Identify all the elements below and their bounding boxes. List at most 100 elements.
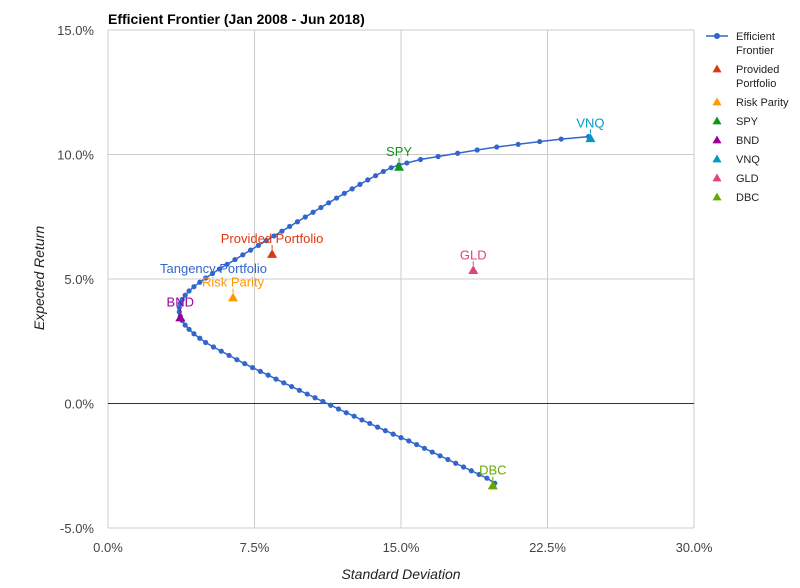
frontier-point	[279, 228, 285, 234]
frontier-point	[296, 387, 303, 393]
legend-label: SPY	[736, 116, 759, 128]
legend-marker	[712, 173, 722, 182]
legend-label: BND	[736, 135, 759, 147]
frontier-point	[468, 468, 474, 474]
x-tick-label: 30.0%	[676, 540, 713, 555]
frontier-point	[257, 368, 263, 374]
asset-marker-risk-parity	[228, 292, 239, 302]
frontier-point	[302, 214, 308, 220]
legend-label: Efficient	[736, 31, 775, 43]
frontier-point	[263, 238, 269, 244]
frontier-point	[312, 395, 318, 401]
frontier-point	[234, 357, 240, 363]
y-axis-title: Expected Return	[31, 226, 47, 330]
frontier-point	[373, 173, 379, 179]
frontier-point	[435, 153, 441, 160]
frontier-point	[186, 326, 192, 332]
frontier-point	[558, 136, 564, 142]
frontier-point	[191, 331, 197, 337]
frontier-point	[460, 464, 467, 470]
frontier-point	[182, 292, 188, 298]
frontier-point	[374, 424, 381, 430]
frontier-point	[304, 391, 310, 397]
frontier-point	[494, 144, 500, 150]
frontier-point	[414, 441, 420, 448]
asset-marker-spy	[394, 161, 405, 171]
frontier-point	[318, 204, 324, 211]
frontier-point	[335, 406, 342, 412]
frontier-point	[406, 438, 412, 444]
frontier-point	[437, 453, 443, 459]
frontier-point	[421, 445, 428, 451]
y-tick-label: 15.0%	[57, 23, 94, 38]
legend-label: DBC	[736, 192, 759, 204]
frontier-point	[289, 383, 295, 390]
asset-label: BND	[167, 295, 194, 310]
frontier-point	[294, 219, 301, 225]
frontier-point	[484, 475, 490, 481]
frontier-point	[216, 266, 222, 272]
legend-marker	[712, 135, 722, 144]
frontier-point	[455, 150, 461, 156]
x-tick-label: 22.5%	[529, 540, 566, 555]
frontier-point	[191, 284, 197, 290]
y-tick-label: 10.0%	[57, 148, 94, 163]
frontier-point	[281, 380, 287, 386]
frontier-point	[453, 460, 459, 466]
frontier-point	[210, 344, 217, 350]
frontier-point	[232, 256, 238, 263]
frontier-point	[476, 471, 482, 478]
frontier-point	[186, 288, 192, 294]
frontier-point	[382, 428, 388, 434]
frontier-point	[341, 190, 347, 196]
asset-marker-provided-portfolio	[267, 249, 278, 258]
x-tick-label: 7.5%	[240, 540, 270, 555]
legend-marker	[712, 97, 722, 106]
frontier-point	[404, 160, 410, 166]
frontier-point	[249, 365, 256, 371]
frontier-point	[380, 168, 387, 175]
frontier-point	[349, 186, 355, 192]
y-tick-label: 5.0%	[64, 272, 94, 287]
frontier-point	[197, 335, 203, 341]
frontier-point	[224, 261, 230, 267]
frontier-point	[326, 200, 332, 206]
legend-marker	[712, 116, 722, 125]
frontier-point	[271, 233, 277, 239]
frontier-point	[240, 252, 246, 258]
frontier-point	[265, 372, 271, 378]
legend-label: Portfolio	[736, 78, 776, 90]
frontier-point	[203, 339, 209, 346]
frontier-point	[273, 376, 279, 382]
axis-ticks: 0.0% 7.5% 15.0% 22.5% 30.0% -5.0% 0.0% 5.0% 10.0…	[57, 23, 713, 555]
asset-label: VNQ	[576, 115, 604, 130]
frontier-point	[445, 456, 451, 463]
frontier-point	[177, 300, 183, 307]
legend-frontier-dot	[714, 33, 720, 39]
y-tick-label: 0.0%	[64, 397, 94, 412]
legend-marker	[712, 192, 722, 201]
frontier-point	[218, 348, 224, 354]
legend-marker	[712, 64, 722, 73]
frontier-point	[367, 420, 373, 427]
frontier-point	[242, 361, 248, 367]
frontier-point	[320, 398, 326, 405]
frontier-point	[287, 223, 293, 230]
frontier-point	[343, 410, 349, 416]
frontier-point	[197, 279, 203, 285]
legend-label: Provided	[736, 64, 779, 76]
frontier-point	[247, 247, 254, 253]
frontier-point	[474, 147, 480, 153]
frontier-point	[182, 322, 188, 328]
frontier-point	[390, 431, 396, 437]
frontier-point	[515, 141, 521, 147]
frontier-point	[255, 242, 262, 248]
legend: Efficient Frontier Provided Portfolio Risk P…	[706, 31, 789, 204]
asset-label: Provided Portfolio	[221, 231, 324, 246]
legend-marker	[712, 154, 722, 163]
asset-label: DBC	[479, 463, 506, 478]
asset-label: Risk Parity	[202, 275, 265, 290]
legend-label: GLD	[736, 173, 759, 185]
frontier-point	[209, 270, 216, 277]
asset-label: SPY	[386, 144, 412, 159]
